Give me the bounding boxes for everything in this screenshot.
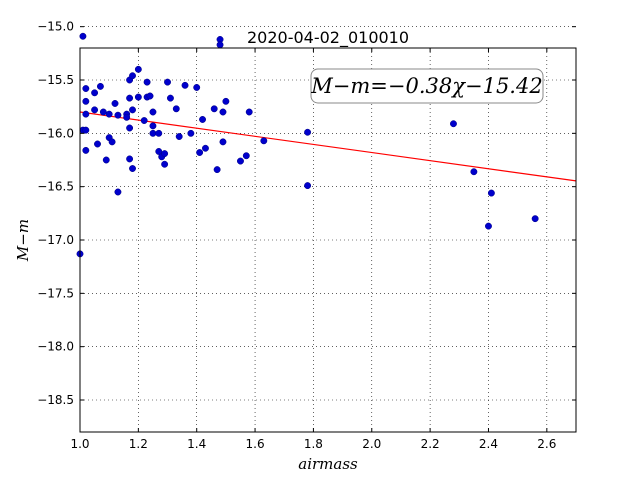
y-tick-label: −18.5 <box>37 393 74 407</box>
data-point <box>181 81 189 89</box>
x-axis-label: airmass <box>298 455 358 473</box>
x-tick-labels: 1.0 1.2 1.4 1.6 1.8 2.0 2.2 2.4 2.6 <box>70 437 556 451</box>
y-tick-label: −16.0 <box>37 126 74 140</box>
x-tick-label: 2.0 <box>362 437 381 451</box>
x-tick-label: 1.4 <box>187 437 206 451</box>
data-point <box>146 92 154 100</box>
data-point <box>166 94 174 102</box>
data-point <box>304 182 312 190</box>
data-point <box>108 138 116 146</box>
y-tick-label: −15.5 <box>37 73 74 87</box>
x-tick-label: 2.2 <box>421 437 440 451</box>
data-point <box>187 129 195 137</box>
annotation-box <box>310 68 544 104</box>
data-point <box>82 97 90 105</box>
y-tick-label: −16.5 <box>37 180 74 194</box>
x-tick-label: 1.6 <box>246 437 265 451</box>
data-points <box>76 32 539 258</box>
data-point <box>149 129 157 137</box>
chart-title: 2020-04-02_010010 <box>247 28 409 48</box>
data-point <box>161 160 169 168</box>
data-point <box>219 108 227 116</box>
data-point <box>531 215 539 223</box>
data-point <box>199 116 206 123</box>
x-tick-label: 1.2 <box>129 437 148 451</box>
y-tick-label: −15.0 <box>37 20 74 34</box>
data-point <box>91 106 99 114</box>
data-point <box>82 85 90 92</box>
data-point <box>175 133 183 140</box>
data-point <box>193 84 201 91</box>
data-point <box>126 94 134 102</box>
data-point <box>222 97 230 105</box>
data-point <box>140 117 148 124</box>
data-point <box>143 78 151 86</box>
data-point <box>210 105 218 113</box>
data-point <box>304 128 312 136</box>
data-point <box>213 166 221 174</box>
data-point <box>196 149 204 156</box>
data-point <box>202 144 209 152</box>
data-point <box>161 150 169 158</box>
data-point <box>129 165 136 172</box>
fit-line-group <box>79 111 577 182</box>
data-point <box>237 157 244 165</box>
data-point <box>219 138 227 146</box>
y-tick-label: −18.0 <box>37 340 74 354</box>
fit-line <box>79 111 577 182</box>
data-point <box>123 113 131 121</box>
data-point <box>111 100 119 107</box>
data-point <box>105 110 113 118</box>
data-point <box>126 155 134 163</box>
data-point <box>134 65 142 73</box>
data-point <box>82 126 90 134</box>
data-point <box>129 72 136 80</box>
data-point <box>96 82 104 90</box>
data-point <box>99 108 107 116</box>
data-point <box>485 222 492 230</box>
grid-lines <box>79 26 576 432</box>
data-point <box>450 120 457 128</box>
data-point <box>114 111 122 119</box>
x-tick-label: 2.4 <box>479 437 498 451</box>
data-point <box>242 152 250 160</box>
axis-ticks <box>79 26 576 432</box>
data-point <box>82 146 90 154</box>
data-point <box>172 105 180 113</box>
data-point <box>149 108 157 116</box>
data-point <box>245 108 253 116</box>
y-tick-label: −17.0 <box>37 233 74 247</box>
data-point <box>82 110 90 118</box>
x-tick-label: 1.8 <box>304 437 323 451</box>
y-tick-label: −17.5 <box>37 286 74 300</box>
data-point <box>487 189 495 197</box>
data-point <box>155 129 163 137</box>
data-point <box>149 122 157 130</box>
data-point <box>102 156 110 164</box>
y-axis-label: M−m <box>14 219 32 262</box>
data-point <box>129 106 136 114</box>
data-point <box>126 124 134 132</box>
data-point <box>114 188 122 196</box>
data-point <box>216 41 224 49</box>
data-point <box>470 168 478 176</box>
data-point <box>164 78 171 86</box>
data-point <box>134 93 142 101</box>
data-point <box>260 137 268 145</box>
x-tick-label: 1.0 <box>70 437 89 451</box>
x-tick-label: 2.6 <box>537 437 556 451</box>
data-point <box>79 32 87 40</box>
data-point <box>94 140 101 148</box>
data-point <box>91 89 99 97</box>
fit-equation-annotation: M−m=−0.38χ−15.42 <box>310 74 542 98</box>
y-tick-labels: −15.0 −15.5 −16.0 −16.5 −17.0 −17.5 −18.0 −18.5 <box>37 20 74 407</box>
